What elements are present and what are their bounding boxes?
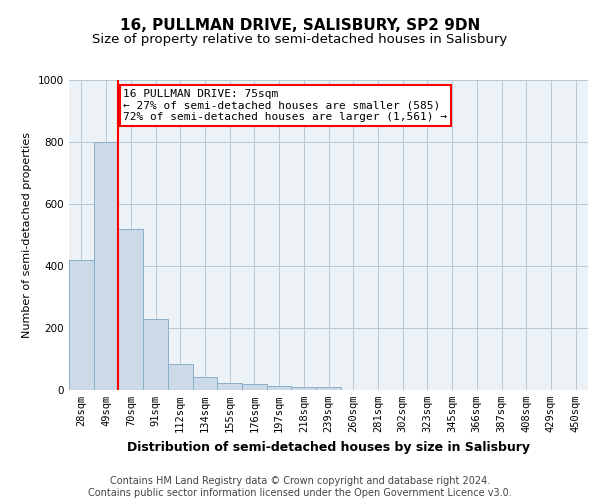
Bar: [118, 229, 143, 390]
Text: 16 PULLMAN DRIVE: 75sqm
← 27% of semi-detached houses are smaller (585)
72% of s: 16 PULLMAN DRIVE: 75sqm ← 27% of semi-de…: [124, 90, 448, 122]
Y-axis label: Number of semi-detached properties: Number of semi-detached properties: [22, 132, 32, 338]
Bar: [193, 377, 217, 390]
Bar: [168, 364, 193, 390]
Bar: [292, 386, 316, 390]
Bar: [267, 386, 292, 390]
Text: Contains HM Land Registry data © Crown copyright and database right 2024.
Contai: Contains HM Land Registry data © Crown c…: [88, 476, 512, 498]
Bar: [217, 383, 242, 390]
X-axis label: Distribution of semi-detached houses by size in Salisbury: Distribution of semi-detached houses by …: [127, 440, 530, 454]
Bar: [94, 142, 118, 390]
Bar: [143, 318, 168, 390]
Text: 16, PULLMAN DRIVE, SALISBURY, SP2 9DN: 16, PULLMAN DRIVE, SALISBURY, SP2 9DN: [120, 18, 480, 32]
Bar: [69, 260, 94, 390]
Bar: [242, 384, 267, 390]
Text: Size of property relative to semi-detached houses in Salisbury: Size of property relative to semi-detach…: [92, 32, 508, 46]
Bar: [316, 386, 341, 390]
